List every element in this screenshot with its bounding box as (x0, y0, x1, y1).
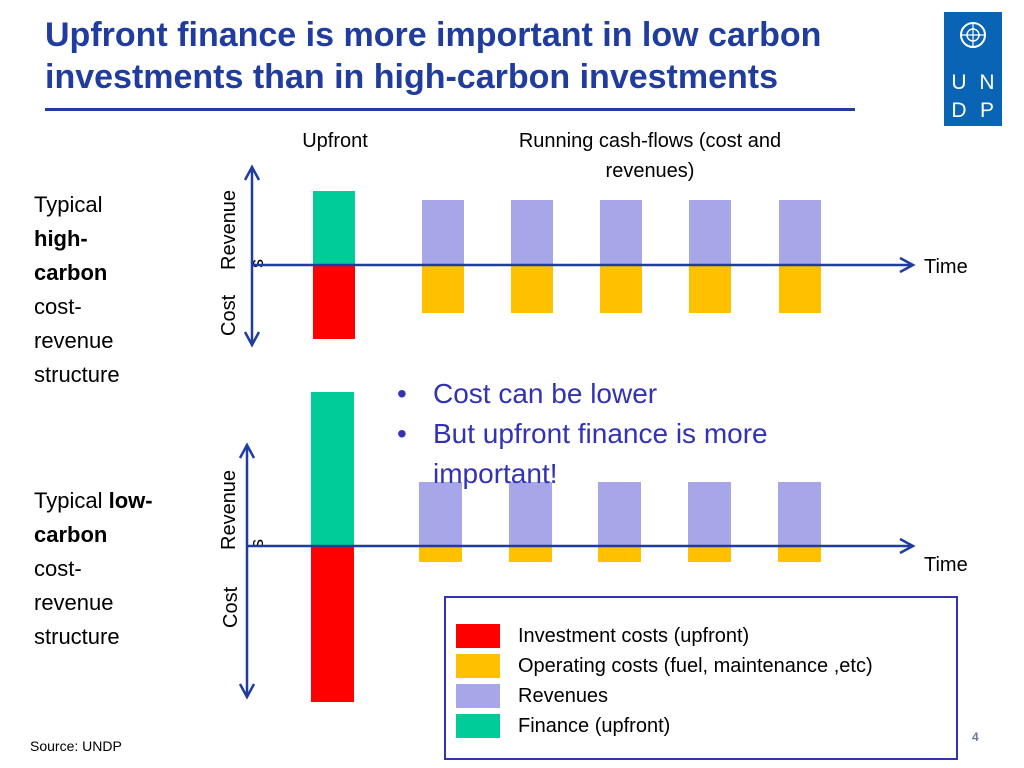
row1-bar-operating-costs-fuel-maintenance-etc (600, 265, 642, 313)
header-upfront: Upfront (302, 130, 368, 152)
title-underline (45, 108, 855, 111)
legend-swatch (456, 624, 500, 648)
row1-label-line1: Typical (34, 192, 103, 217)
row1-bars (313, 191, 821, 339)
row1-bar-operating-costs-fuel-maintenance-etc (779, 265, 821, 313)
row2-bar-operating-costs-fuel-maintenance-etc (778, 547, 821, 562)
row1-bar-revenues (511, 200, 553, 265)
legend-label: Operating costs (fuel, maintenance ,etc) (518, 655, 873, 677)
row2-label-bold1: low- (108, 488, 153, 513)
row1-up-arrow-icon (243, 164, 261, 181)
row1-label-line5: revenue (34, 328, 114, 353)
row1-right-arrow-icon (899, 256, 916, 274)
legend-swatch (456, 654, 500, 678)
bullet-item: Cost can be lower (395, 374, 865, 414)
row1-bar-revenues (779, 200, 821, 265)
source-note: Source: UNDP (30, 738, 122, 754)
row1-label-line4: cost- (34, 294, 82, 319)
row1-bar-revenues (422, 200, 464, 265)
row2-label: Typical low- carbon cost- revenue struct… (34, 484, 194, 654)
legend-label: Finance (upfront) (518, 715, 671, 737)
row2-bar-finance-upfront (311, 392, 354, 547)
header-running-line2: revenues) (605, 160, 695, 182)
row1-bar-operating-costs-fuel-maintenance-etc (422, 265, 464, 313)
row1-axes (243, 164, 916, 348)
legend-swatch (456, 684, 500, 708)
row2-right-arrow-icon (899, 537, 916, 555)
un-emblem-icon (960, 22, 986, 48)
key-points-list: Cost can be lower But upfront finance is… (395, 374, 865, 494)
page-number: 4 (972, 730, 979, 744)
row1-label: Typical high- carbon cost- revenue struc… (34, 188, 164, 392)
bullet-item: But upfront finance is more important! (395, 414, 865, 494)
row2-label-line5: structure (34, 624, 120, 649)
row2-down-arrow-icon (238, 683, 256, 700)
row1-time-label: Time (924, 256, 968, 278)
row2-label-bold2: carbon (34, 522, 108, 547)
row2-label-line4: revenue (34, 590, 114, 615)
legend-swatch (456, 714, 500, 738)
row2-label-line1: Typical (34, 488, 109, 513)
logo-letter-d: D (951, 99, 967, 122)
row1-label-bold1: high- (34, 226, 88, 251)
row2-bar-operating-costs-fuel-maintenance-etc (509, 547, 552, 562)
undp-logo: U N D P (944, 12, 1002, 126)
legend-label: Revenues (518, 685, 609, 707)
row1-bar-operating-costs-fuel-maintenance-etc (689, 265, 731, 313)
legend-label: Investment costs (upfront) (518, 625, 750, 647)
row2-bar-operating-costs-fuel-maintenance-etc (419, 547, 462, 562)
row2-label-line3: cost- (34, 556, 82, 581)
logo-letter-u: U (951, 71, 967, 94)
row1-label-bold2: carbon (34, 260, 108, 285)
legend: Investment costs (upfront) Operating cos… (444, 596, 958, 760)
logo-letter-p: P (979, 99, 994, 122)
row1-bar-revenues (600, 200, 642, 265)
row2-axes (238, 442, 916, 700)
row2-time-label: Time (924, 554, 968, 576)
row1-bar-finance-upfront (313, 191, 355, 265)
row1-bar-revenues (689, 200, 731, 265)
row2-bar-operating-costs-fuel-maintenance-etc (598, 547, 641, 562)
row1-bar-operating-costs-fuel-maintenance-etc (511, 265, 553, 313)
row2-up-arrow-icon (238, 442, 256, 459)
row1-bar-investment-costs-upfront (313, 265, 355, 339)
row1-label-line6: structure (34, 362, 120, 387)
header-running-line1: Running cash-flows (cost and (518, 130, 782, 152)
row1-down-arrow-icon (243, 331, 261, 348)
slide-title: Upfront finance is more important in low… (45, 16, 822, 96)
row2-bar-investment-costs-upfront (311, 547, 354, 702)
logo-letter-n: N (979, 71, 995, 94)
row2-bar-operating-costs-fuel-maintenance-etc (688, 547, 731, 562)
